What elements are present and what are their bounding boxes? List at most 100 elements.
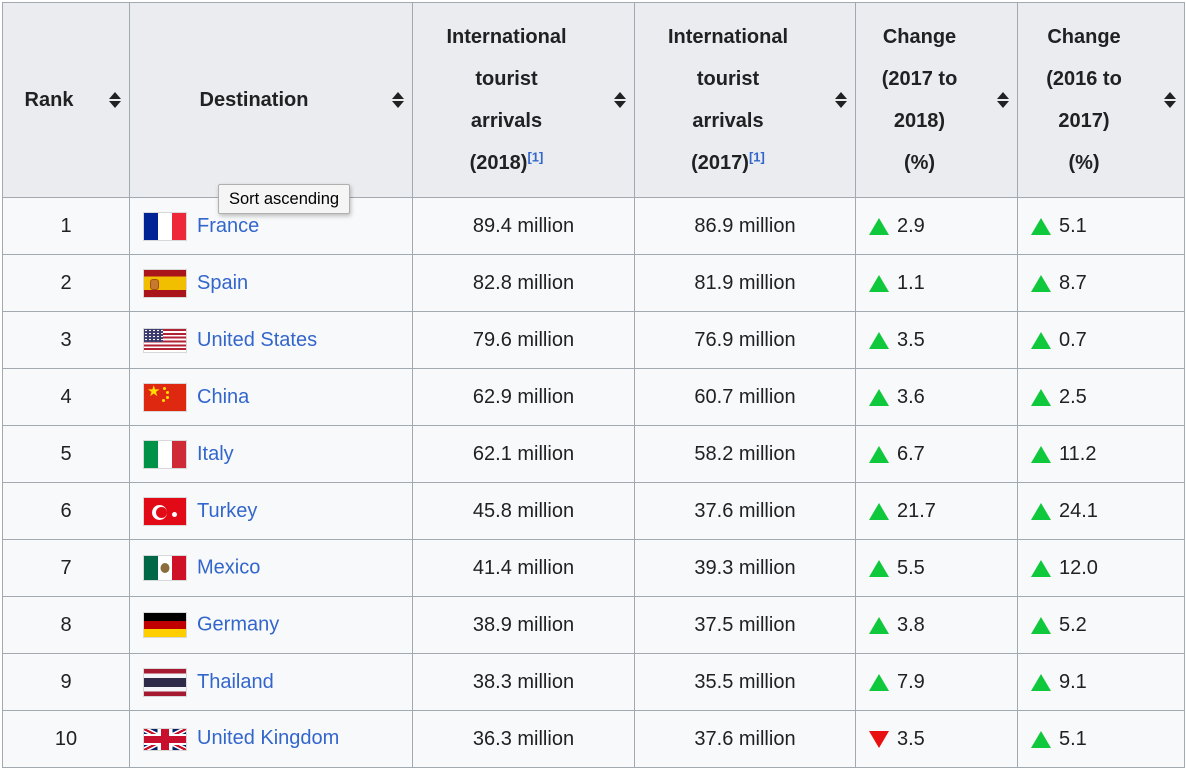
sort-both-icon	[614, 92, 626, 108]
arrivals-2018-cell: 36.3 million	[412, 710, 635, 768]
sort-both-icon	[835, 92, 847, 108]
country-link[interactable]: United Kingdom	[197, 727, 340, 750]
destination-cell: Italy	[129, 425, 413, 483]
china-flag-icon	[143, 382, 187, 412]
change-value: 3.5	[897, 328, 925, 351]
sort-both-icon	[109, 92, 121, 108]
destination-cell: United Kingdom	[129, 710, 413, 768]
column-header-destination[interactable]: Destination	[129, 2, 413, 198]
arrivals-2018-cell: 41.4 million	[412, 539, 635, 597]
arrivals-2017-cell: 37.5 million	[634, 596, 856, 654]
column-header-label: Rank	[24, 89, 74, 111]
increase-icon	[869, 445, 889, 463]
arrivals-2018-cell: 79.6 million	[412, 311, 635, 369]
change-value: 3.8	[897, 613, 925, 636]
country-link[interactable]: Mexico	[197, 556, 261, 579]
arrivals-2017-cell: 58.2 million	[634, 425, 856, 483]
change-value: 21.7	[897, 499, 936, 522]
column-header-label: Change (2017 to 2018) (%)	[881, 26, 958, 174]
reference-1-link[interactable]: [1]	[527, 149, 544, 165]
sort-both-icon	[392, 92, 404, 108]
increase-icon	[869, 388, 889, 406]
column-header-arrivals-2017[interactable]: International tourist arrivals (2017)[1]	[634, 2, 856, 198]
increase-icon	[1031, 673, 1051, 691]
column-header-label: Destination	[199, 89, 309, 111]
increase-icon	[869, 502, 889, 520]
change-value: 5.1	[1059, 214, 1087, 237]
table-row: 4 China 62.9 million 60.7 million 3.6 2.…	[2, 368, 1185, 426]
column-header-label: International tourist arrivals (2017)	[667, 26, 788, 174]
country-link[interactable]: Turkey	[197, 499, 258, 522]
country-link[interactable]: Thailand	[197, 670, 274, 693]
sort-both-icon	[997, 92, 1009, 108]
increase-icon	[1031, 559, 1051, 577]
turkey-flag-icon	[143, 496, 187, 526]
table-row: 8 Germany 38.9 million 37.5 million 3.8 …	[2, 596, 1185, 654]
rank-cell: 10	[2, 710, 130, 768]
column-header-change-2017-2018[interactable]: Change (2017 to 2018) (%)	[855, 2, 1018, 198]
change-2017-2018-cell: 1.1	[855, 254, 1018, 312]
sort-tooltip: Sort ascending	[218, 184, 351, 214]
increase-icon	[869, 331, 889, 349]
country-link[interactable]: China	[197, 385, 250, 408]
thailand-flag-icon	[143, 667, 187, 697]
change-value: 3.5	[897, 727, 925, 750]
arrivals-2017-cell: 76.9 million	[634, 311, 856, 369]
arrivals-2017-cell: 60.7 million	[634, 368, 856, 426]
decrease-icon	[869, 730, 889, 748]
reference-1-link[interactable]: [1]	[748, 149, 765, 165]
rank-cell: 5	[2, 425, 130, 483]
country-link[interactable]: Spain	[197, 271, 249, 294]
increase-icon	[1031, 730, 1051, 748]
increase-icon	[869, 274, 889, 292]
arrivals-2017-cell: 86.9 million	[634, 197, 856, 255]
change-2017-2018-cell: 3.8	[855, 596, 1018, 654]
increase-icon	[869, 559, 889, 577]
country-link[interactable]: United States	[197, 328, 318, 351]
change-2016-2017-cell: 5.1	[1017, 710, 1185, 768]
change-value: 2.9	[897, 214, 925, 237]
rank-cell: 1	[2, 197, 130, 255]
country-link[interactable]: France	[197, 214, 260, 237]
rank-cell: 3	[2, 311, 130, 369]
change-value: 2.5	[1059, 385, 1087, 408]
change-2017-2018-cell: 21.7	[855, 482, 1018, 540]
change-2016-2017-cell: 9.1	[1017, 653, 1185, 711]
change-2016-2017-cell: 11.2	[1017, 425, 1185, 483]
increase-icon	[869, 217, 889, 235]
arrivals-2017-cell: 37.6 million	[634, 482, 856, 540]
country-link[interactable]: Germany	[197, 613, 280, 636]
arrivals-2017-cell: 35.5 million	[634, 653, 856, 711]
table-row: 1 France 89.4 million 86.9 million 2.9 5…	[2, 197, 1185, 255]
increase-icon	[1031, 274, 1051, 292]
column-header-arrivals-2018[interactable]: International tourist arrivals (2018)[1]	[412, 2, 635, 198]
table-row: 9 Thailand 38.3 million 35.5 million 7.9…	[2, 653, 1185, 711]
table-row: 2 Spain 82.8 million 81.9 million 1.1 8.…	[2, 254, 1185, 312]
change-2017-2018-cell: 3.5	[855, 311, 1018, 369]
france-flag-icon	[143, 211, 187, 241]
arrivals-2018-cell: 89.4 million	[412, 197, 635, 255]
arrivals-2018-cell: 45.8 million	[412, 482, 635, 540]
arrivals-2018-cell: 82.8 million	[412, 254, 635, 312]
change-value: 7.9	[897, 670, 925, 693]
tourist-arrivals-table: Rank Destination International tourist a…	[2, 2, 1185, 768]
column-header-rank[interactable]: Rank	[2, 2, 130, 198]
change-2017-2018-cell: 5.5	[855, 539, 1018, 597]
change-value: 3.6	[897, 385, 925, 408]
change-value: 11.2	[1059, 442, 1097, 465]
table-row: 3 United States 79.6 million 76.9 millio…	[2, 311, 1185, 369]
country-link[interactable]: Italy	[197, 442, 234, 465]
arrivals-2017-cell: 37.6 million	[634, 710, 856, 768]
change-value: 5.5	[897, 556, 925, 579]
column-header-change-2016-2017[interactable]: Change (2016 to 2017) (%)	[1017, 2, 1185, 198]
increase-icon	[869, 673, 889, 691]
change-value: 5.1	[1059, 727, 1087, 750]
change-value: 0.7	[1059, 328, 1087, 351]
spain-flag-icon	[143, 268, 187, 298]
increase-icon	[869, 616, 889, 634]
destination-cell: Mexico	[129, 539, 413, 597]
table-header-row: Rank Destination International tourist a…	[2, 2, 1185, 198]
italy-flag-icon	[143, 439, 187, 469]
change-2016-2017-cell: 0.7	[1017, 311, 1185, 369]
arrivals-2017-cell: 39.3 million	[634, 539, 856, 597]
